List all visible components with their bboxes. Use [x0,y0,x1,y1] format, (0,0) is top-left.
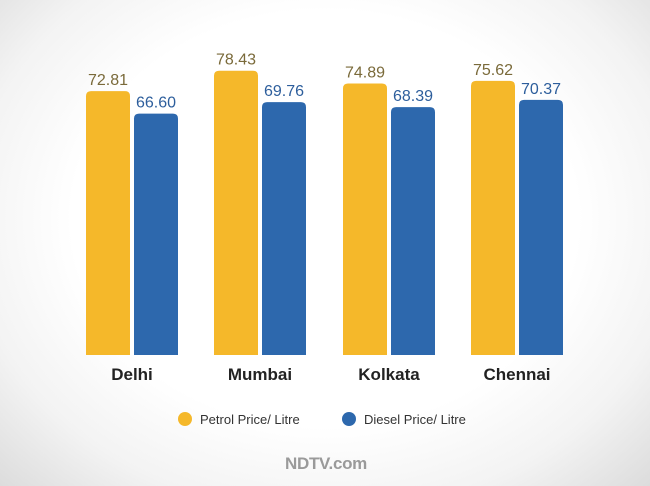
value-labels-layer: 72.81 66.60 78.43 69.76 74.89 68.39 75.62 70.37 [88,52,561,112]
category-label-kolkata: Kolkata [358,365,420,384]
legend-petrol-label: Petrol Price/ Litre [200,412,300,427]
bar-delhi-petrol [86,91,130,355]
value-label-chennai-diesel: 70.37 [521,81,561,98]
value-label-delhi-petrol: 72.81 [88,72,128,89]
bars-layer [86,70,563,356]
legend-petrol-swatch [178,412,192,426]
value-label-kolkata-diesel: 68.39 [393,88,433,105]
legend-diesel-swatch [342,412,356,426]
bar-delhi-diesel [134,113,178,355]
legend-diesel-label: Diesel Price/ Litre [364,412,466,427]
bar-kolkata-diesel [391,107,435,356]
value-label-delhi-diesel: 66.60 [136,95,176,112]
bar-mumbai-diesel [262,102,306,356]
value-label-mumbai-petrol: 78.43 [216,52,256,69]
value-label-kolkata-petrol: 74.89 [345,65,385,82]
bar-mumbai-petrol [214,70,258,355]
value-label-mumbai-diesel: 69.76 [264,83,304,100]
legend: Petrol Price/ Litre Diesel Price/ Litre [178,412,466,427]
category-labels-layer: Delhi Mumbai Kolkata Chennai [111,365,550,384]
category-label-mumbai: Mumbai [228,365,292,384]
bar-kolkata-petrol [343,83,387,356]
bar-chennai-diesel [519,99,563,355]
category-label-delhi: Delhi [111,365,153,384]
category-label-chennai: Chennai [483,365,550,384]
ndtv-logo: NDTV.com [285,454,367,473]
value-label-chennai-petrol: 75.62 [473,62,513,79]
bar-chennai-petrol [471,80,515,355]
